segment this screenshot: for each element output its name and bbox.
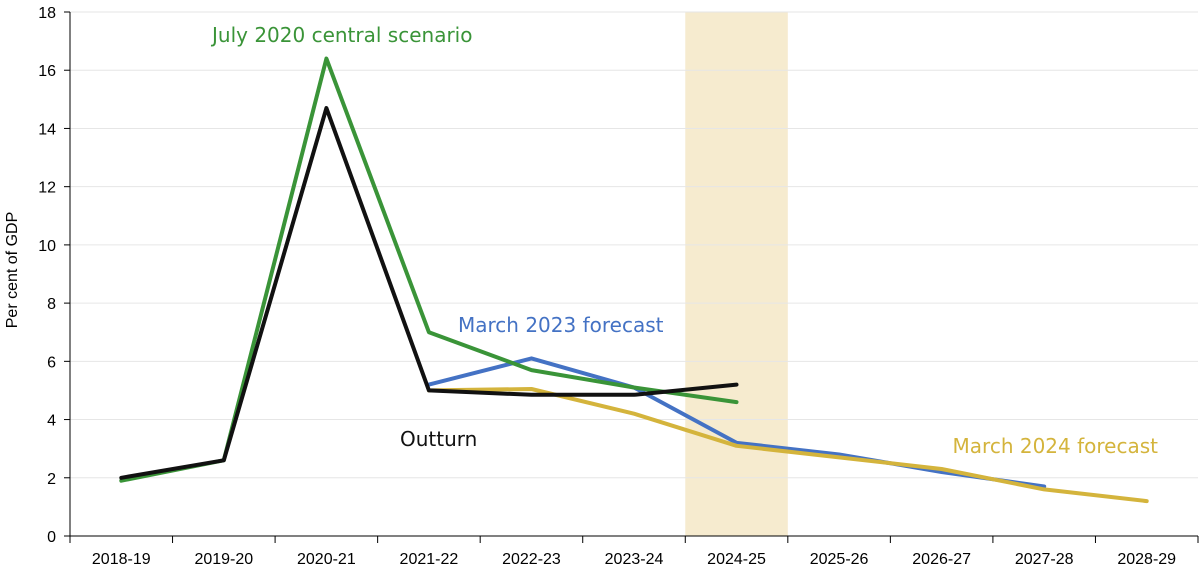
y-tick-label: 2 — [47, 471, 56, 488]
x-tick-label: 2023-24 — [605, 551, 664, 568]
y-tick-label: 12 — [38, 180, 56, 197]
x-tick-label: 2018-19 — [92, 551, 151, 568]
x-tick-label: 2025-26 — [810, 551, 869, 568]
x-tick-label: 2027-28 — [1015, 551, 1074, 568]
y-axis-title: Per cent of GDP — [4, 212, 21, 329]
y-tick-label: 16 — [38, 63, 56, 80]
series-label-outturn: Outturn — [400, 427, 477, 451]
series-labels: March 2023 forecast March 2024 forecast Ju… — [210, 23, 1158, 458]
y-tick-label: 0 — [47, 529, 56, 546]
y-tick-label: 18 — [38, 5, 56, 22]
series-label-march-2024-forecast: March 2024 forecast — [953, 434, 1159, 458]
y-tick-label: 14 — [38, 121, 56, 138]
y-tick-label: 6 — [47, 354, 56, 371]
series-label-july-2020-central-scenario: July 2020 central scenario — [210, 23, 472, 47]
y-tick-label: 8 — [47, 296, 56, 313]
series-label-march-2023-forecast: March 2023 forecast — [458, 313, 664, 337]
x-tick-label: 2019-20 — [194, 551, 253, 568]
x-tick-label: 2024-25 — [707, 551, 766, 568]
series-line-outturn — [119, 106, 739, 480]
x-tick-label: 2020-21 — [297, 551, 356, 568]
gridlines — [70, 11, 1198, 479]
x-tick-label: 2028-29 — [1117, 551, 1176, 568]
axes: 0 2 4 6 8 10 12 14 16 18 2018-19 2019-20 2020-21 2021… — [38, 5, 1199, 568]
x-tick-label: 2026-27 — [912, 551, 971, 568]
series-lines — [119, 56, 1149, 504]
y-tick-label: 10 — [38, 238, 56, 255]
highlight-band-2024-25 — [685, 12, 788, 536]
y-tick-label: 4 — [47, 413, 56, 430]
series-line-march-2023-forecast — [426, 356, 1047, 489]
x-tick-label: 2021-22 — [400, 551, 459, 568]
x-tick-label: 2022-23 — [502, 551, 561, 568]
